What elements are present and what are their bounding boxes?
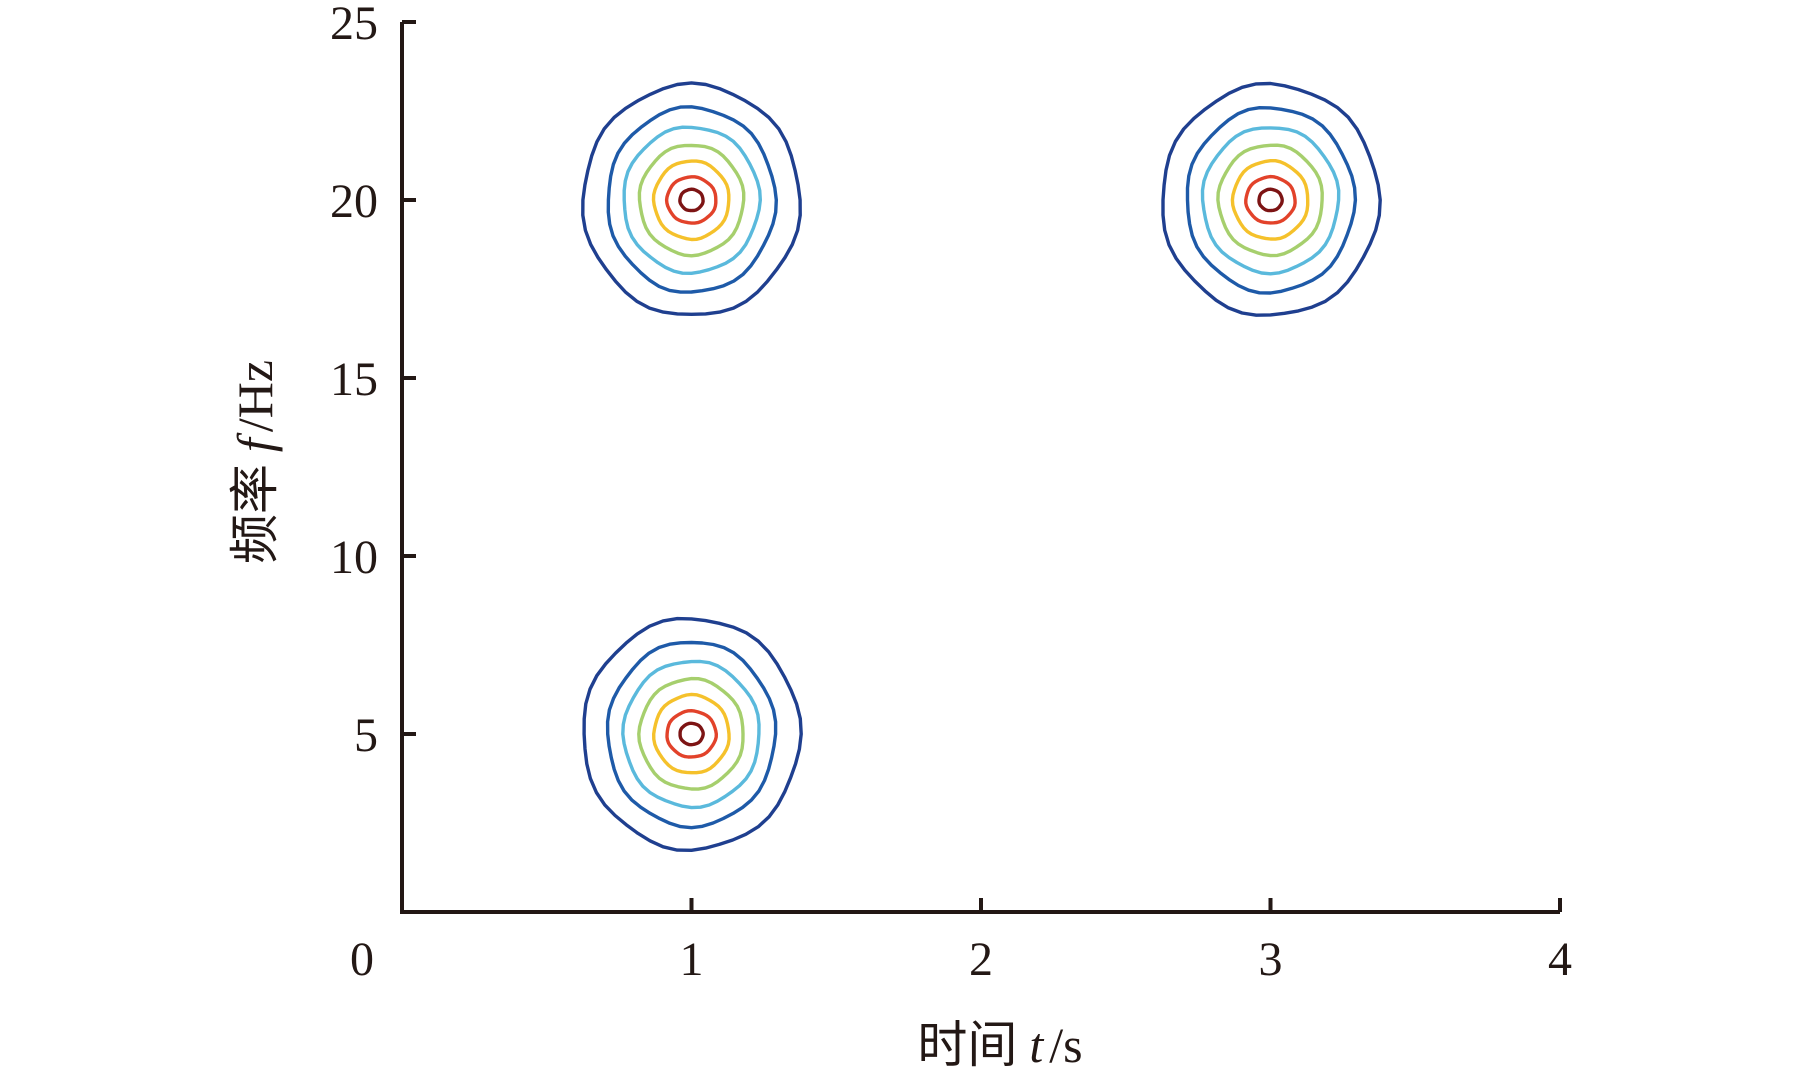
- x-axis-label-var: t: [1029, 1017, 1044, 1073]
- contour-group: [582, 616, 803, 852]
- contour-line: [1161, 81, 1382, 317]
- contour-line: [1257, 187, 1284, 213]
- y-axis-label-prefix: 频率: [227, 464, 283, 564]
- contour-line: [1244, 174, 1297, 225]
- contour-line: [1216, 143, 1324, 258]
- axes: [400, 22, 1560, 914]
- y-axis-label: 频率 f/Hz: [227, 360, 283, 564]
- y-tick-label: 25: [330, 0, 378, 50]
- x-axis-ticks: 0 1 2 3 4: [350, 898, 1572, 986]
- contour-group: [581, 81, 802, 316]
- contour-line: [606, 105, 778, 294]
- contour-line: [678, 721, 705, 747]
- x-tick-label: 1: [680, 933, 704, 986]
- contour-layer: [581, 81, 1382, 852]
- contour-line: [1230, 159, 1310, 241]
- contour-line: [637, 143, 746, 258]
- y-tick-label: 20: [330, 175, 378, 228]
- y-axis-label-unit: /Hz: [227, 360, 283, 432]
- x-axis-label-prefix: 时间: [917, 1017, 1017, 1073]
- contour-line: [605, 640, 778, 830]
- axis-lines: [400, 22, 1560, 914]
- contour-line: [1185, 106, 1358, 295]
- x-axis-label-unit: /s: [1049, 1017, 1082, 1073]
- contour-line: [664, 175, 718, 225]
- y-axis-label-var: f: [227, 432, 283, 452]
- contour-line: [678, 187, 705, 213]
- x-tick-label: 2: [969, 933, 993, 986]
- x-tick-label: 4: [1548, 933, 1572, 986]
- contour-line: [622, 125, 762, 275]
- contour-group: [1161, 81, 1382, 317]
- contour-line: [651, 159, 731, 242]
- contour-line: [621, 659, 761, 810]
- y-tick-label: 5: [354, 709, 378, 762]
- contour-line: [665, 709, 718, 759]
- contour-line: [582, 616, 803, 852]
- x-tick-label: 0: [350, 933, 374, 986]
- x-tick-label: 3: [1259, 933, 1283, 986]
- y-tick-label: 10: [330, 531, 378, 584]
- contour-line: [581, 81, 802, 316]
- y-tick-label: 15: [330, 353, 378, 406]
- contour-line: [1200, 126, 1341, 276]
- contour-line: [652, 692, 731, 775]
- x-axis-label: 时间 t/s: [917, 1017, 1082, 1073]
- contour-line: [637, 676, 745, 791]
- y-axis-ticks: 5 10 15 20 25: [330, 0, 416, 762]
